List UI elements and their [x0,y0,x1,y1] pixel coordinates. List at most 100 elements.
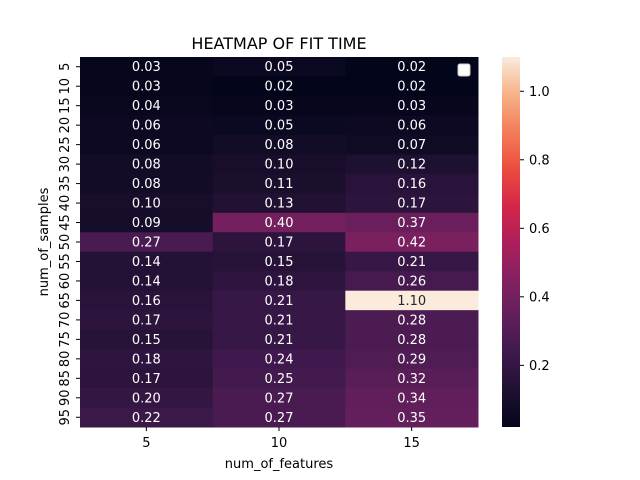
cell-value-label: 0.10 [265,158,294,173]
heatmap-cell [345,310,479,331]
heatmap-cell [212,115,346,136]
heatmap-cell [80,368,214,389]
cell-value-label: 0.17 [132,313,161,328]
y-tick-label: 85 [58,370,73,387]
colorbar-tick-label: 0.4 [529,290,550,305]
heatmap-cell [80,212,214,233]
heatmap-cell [212,310,346,331]
cell-value-label: 0.10 [132,197,161,212]
heatmap-cell [80,76,214,97]
heatmap-cell [80,310,214,331]
legend-box [457,63,471,77]
cell-value-label: 0.25 [265,372,294,387]
heatmap-cell [212,95,346,116]
heatmap-cell [345,388,479,409]
y-tick-label: 50 [58,234,73,251]
heatmap-cell [345,154,479,175]
heatmap-cell [80,115,214,136]
colorbar-tick-label: 0.2 [529,359,550,374]
colorbar: 0.2 0.4 0.6 0.8 1.0 [502,57,550,427]
heatmap-cell [212,388,346,409]
heatmap-cell [212,251,346,272]
cell-value-label: 0.06 [132,119,161,134]
heatmap-cell [345,115,479,136]
colorbar-tick-label: 0.8 [529,153,550,168]
y-tick-label: 40 [58,195,73,212]
heatmap-cell [345,134,479,155]
x-axis: 5 10 15 [142,427,420,451]
cell-value-label: 0.15 [132,333,161,348]
y-tick-label: 95 [58,409,73,426]
heatmap-cell [345,349,479,370]
heatmap-cell [80,193,214,214]
x-axis-label: num_of_features [225,457,334,472]
heatmap-cell [345,212,479,233]
y-tick-label: 15 [58,97,73,114]
heatmap-cell [212,271,346,292]
cell-value-label: 0.34 [397,391,426,406]
cell-value-label: 0.40 [265,216,294,231]
heatmap-cell [80,95,214,116]
heatmap-cell [345,251,479,272]
heatmap-cell [80,349,214,370]
heatmap-cell [80,57,214,77]
heatmap-cell [212,368,346,389]
heatmap-cell [212,329,346,350]
y-tick-label: 45 [58,214,73,231]
y-axis-label: num_of_samples [37,187,52,296]
cell-value-label: 0.32 [397,372,426,387]
cell-value-label: 0.07 [397,138,426,153]
cell-value-label: 0.16 [397,177,426,192]
heatmap-cell [345,232,479,253]
heatmap-cell [80,232,214,253]
x-tick-label: 10 [271,436,288,451]
heatmap-cell [212,76,346,97]
cell-value-label: 0.22 [132,411,161,426]
y-tick-label: 70 [58,312,73,329]
y-tick-label: 60 [58,273,73,290]
x-tick-label: 15 [403,436,420,451]
cell-value-label: 0.17 [397,197,426,212]
cell-value-label: 0.27 [132,236,161,251]
heatmap-cell [345,368,479,389]
heatmap-cell [212,134,346,155]
heatmap-cell [345,329,479,350]
heatmap-cell [212,212,346,233]
colorbar-tick-label: 0.6 [529,222,550,237]
cell-value-label: 0.27 [265,411,294,426]
heatmap-cell [80,329,214,350]
heatmap-cell [345,57,479,77]
y-tick-label: 80 [58,351,73,368]
heatmap-cell [345,407,479,428]
cell-value-label: 0.27 [265,391,294,406]
y-tick-label: 20 [58,117,73,134]
cell-value-label: 0.21 [397,255,426,270]
heatmap-cell [345,290,479,311]
cell-value-label: 0.15 [265,255,294,270]
cell-value-label: 0.20 [132,391,161,406]
heatmap-cell [212,57,346,77]
cell-value-label: 0.04 [132,99,161,114]
y-tick-label: 55 [58,253,73,270]
cell-value-label: 0.42 [397,236,426,251]
cell-value-label: 0.03 [132,80,161,95]
colorbar-tick-label: 1.0 [529,85,550,100]
cell-value-label: 0.26 [397,274,426,289]
cell-value-label: 0.35 [397,411,426,426]
y-tick-label: 90 [58,390,73,407]
cell-value-label: 0.05 [265,60,294,75]
cell-value-label: 0.08 [132,177,161,192]
cell-value-label: 0.21 [265,333,294,348]
heatmap-cell [345,173,479,194]
cell-value-label: 0.16 [132,294,161,309]
y-tick-label: 5 [58,63,73,71]
cell-value-label: 0.06 [132,138,161,153]
colorbar-ticks: 0.2 0.4 0.6 0.8 1.0 [520,85,550,374]
cell-value-label: 0.14 [132,274,161,289]
cell-value-label: 0.02 [265,80,294,95]
heatmap-cell [212,173,346,194]
cell-value-label: 0.29 [397,352,426,367]
cell-value-label: 0.17 [132,372,161,387]
cell-value-label: 0.21 [265,313,294,328]
